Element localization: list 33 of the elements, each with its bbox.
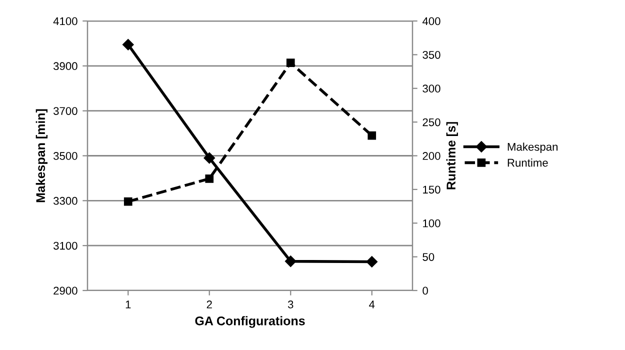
y2-tick-label: 50 (422, 253, 434, 261)
y-tick-label: 3500 (53, 152, 78, 160)
point (205, 174, 214, 183)
point (286, 58, 295, 67)
y2-tick-label: 0 (422, 286, 428, 295)
y-tick-label: 3100 (53, 242, 78, 250)
point (122, 38, 134, 50)
y-tick-label: 3900 (53, 62, 78, 70)
y-axis-title: Makespan [min] (36, 109, 48, 202)
y2-tick-label: 400 (422, 17, 440, 26)
x-tick-label: 2 (206, 300, 212, 308)
y-tick-label: 3700 (53, 107, 78, 115)
x-axis-title: GA Configurations (195, 316, 305, 328)
legend-label: Runtime (508, 158, 548, 167)
point (368, 131, 376, 140)
y2-tick-label: 350 (422, 50, 440, 59)
y2-tick-label: 200 (422, 152, 440, 160)
point (124, 197, 132, 206)
point (285, 256, 296, 267)
point (204, 152, 215, 164)
legend-label: Makespan (508, 142, 558, 153)
y-tick-label: 4100 (53, 17, 78, 26)
x-tick-label: 3 (288, 300, 294, 308)
y2-tick-label: 100 (423, 219, 440, 228)
y2-tick-label: 300 (422, 84, 440, 93)
y2-axis-title: Runtime [s] (446, 122, 458, 190)
y2-tick-label: 250 (422, 118, 440, 126)
y-tick-label: 3300 (53, 196, 78, 205)
x-tick-label: 1 (126, 300, 131, 308)
point (366, 256, 378, 268)
x-tick-label: 4 (369, 300, 375, 308)
y-tick-label: 2900 (54, 286, 78, 295)
y2-tick-label: 150 (423, 186, 440, 194)
